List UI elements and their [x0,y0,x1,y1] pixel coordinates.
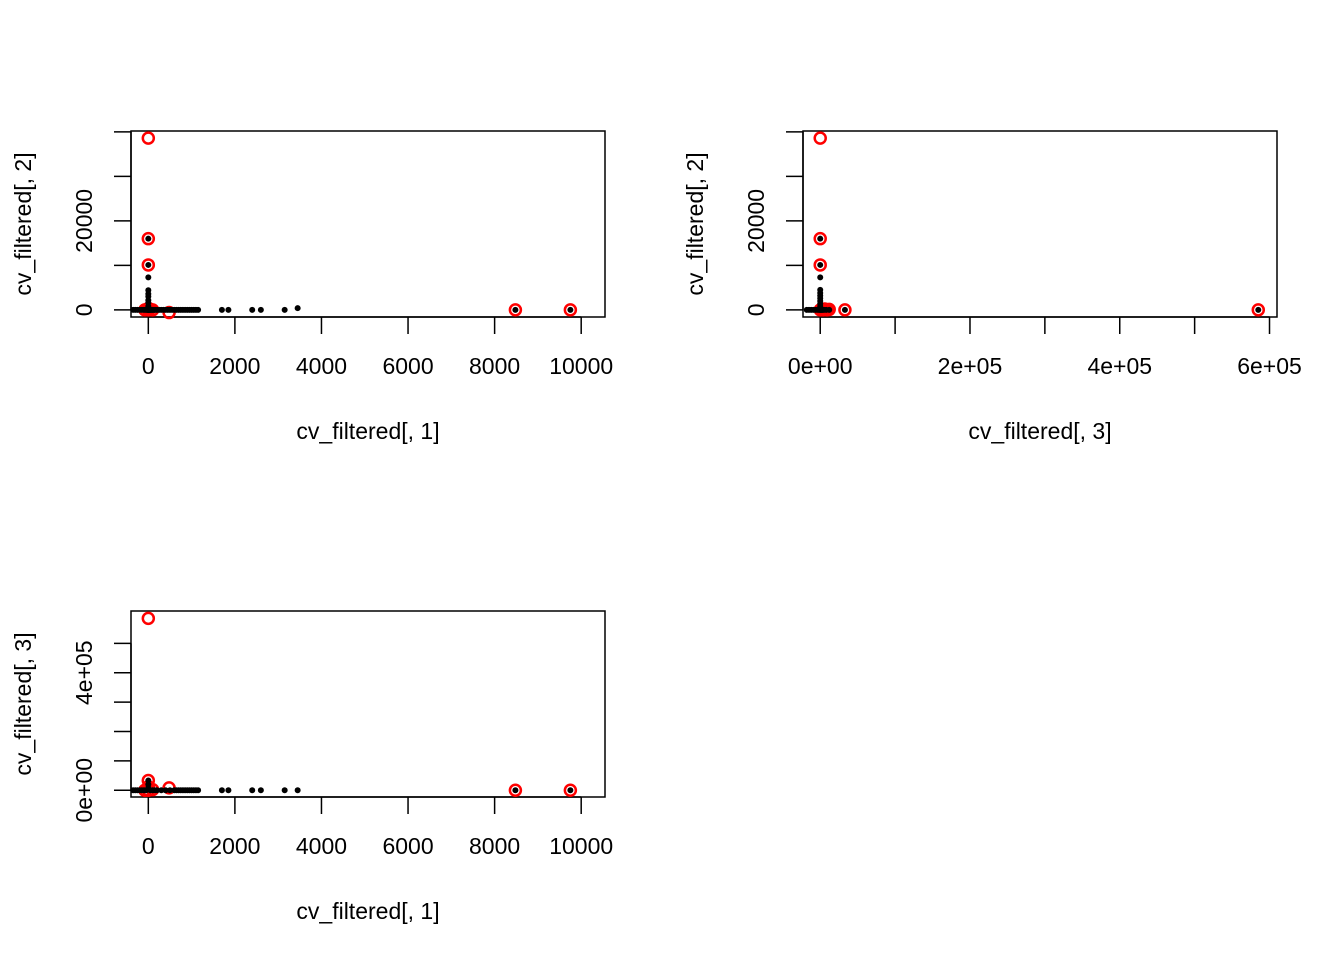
y-axis-label: cv_filtered[, 2] [10,152,36,295]
x-tick-label: 10000 [549,833,613,859]
data-point [218,306,225,313]
highlight-marker [813,131,827,145]
data-point [817,235,824,242]
data-point [817,261,824,268]
data-point [145,261,152,268]
plot-box [802,130,1278,318]
data-point [817,274,824,281]
data-point [145,287,152,294]
y-tick-label: 4e+05 [71,640,97,705]
data-point [257,787,264,794]
x-tick-label: 0 [142,833,155,859]
data-point [567,306,574,313]
x-axis-label: cv_filtered[, 3] [968,418,1111,444]
x-tick-label: 6e+05 [1237,353,1302,379]
x-tick-label: 4e+05 [1087,353,1152,379]
highlight-marker [1251,303,1266,317]
x-axis: 0 2000 4000 6000 8000 10000 [142,796,613,859]
highlight-marker [563,783,578,797]
highlight-marker [141,131,156,145]
y-tick-label: 0 [743,303,769,316]
x-axis: 0e+00 2e+05 4e+05 6e+05 [788,316,1302,379]
y-tick-label: 20000 [743,189,769,253]
y-tick-label: 0e+00 [71,758,97,823]
data-point [158,787,165,794]
highlight-marker [838,303,852,317]
highlight-marker [813,231,827,246]
y-axis: 0e+00 4e+05 [71,640,132,823]
data-point [195,306,202,313]
highlight-marker [563,303,578,317]
x-tick-label: 4000 [296,353,347,379]
data-point [281,787,288,794]
plot-box [130,610,606,798]
y-tick-label: 20000 [71,189,97,253]
x-tick-label: 2e+05 [938,353,1003,379]
highlight-marker [508,783,523,797]
data-point [257,306,264,313]
x-tick-label: 4000 [296,833,347,859]
x-tick-label: 10000 [549,353,613,379]
points [803,131,1266,317]
data-point [294,305,301,312]
data-point [249,787,256,794]
highlight-marker [141,258,156,272]
x-axis-label: cv_filtered[, 1] [296,898,439,924]
y-tick-label: 0 [71,303,97,316]
data-point [1255,306,1262,313]
data-point [826,306,833,313]
panel-2: 0 20000 0e+00 2e+05 4e+05 6e+05 cv_filtered[… [682,130,1302,444]
data-point [145,274,152,281]
x-tick-label: 0e+00 [788,353,853,379]
x-tick-label: 0 [142,353,155,379]
data-point [225,306,232,313]
data-point [294,787,301,794]
x-tick-label: 8000 [469,353,520,379]
points [130,131,578,320]
x-axis: 0 2000 4000 6000 8000 10000 [142,316,613,379]
data-point [512,787,519,794]
data-point [153,787,160,794]
highlight-marker [141,611,156,626]
x-tick-label: 6000 [382,353,433,379]
y-axis-label: cv_filtered[, 3] [10,632,36,775]
panel-3: 0e+00 4e+05 0 2000 4000 6000 8000 10000 cv_fil… [10,610,613,924]
y-axis: 0 20000 [71,131,132,316]
data-point [145,777,152,784]
data-point [162,787,169,794]
data-point [218,787,225,794]
data-point [225,787,232,794]
highlight-marker [141,231,156,246]
data-point [249,306,256,313]
plot-box [130,130,606,318]
highlight-marker [508,303,523,317]
data-point [281,306,288,313]
y-axis: 0 20000 [743,131,804,316]
highlight-marker [813,258,827,272]
data-point [145,235,152,242]
x-tick-label: 8000 [469,833,520,859]
x-axis-label: cv_filtered[, 1] [296,418,439,444]
data-point [567,787,574,794]
panel-1: 0 20000 0 2000 4000 6000 8000 10000 cv_filtere… [10,130,613,444]
data-point [841,306,848,313]
x-tick-label: 2000 [209,353,260,379]
data-point [195,787,202,794]
x-tick-label: 2000 [209,833,260,859]
data-point [512,306,519,313]
x-tick-label: 6000 [382,833,433,859]
data-point [817,286,824,293]
points [130,611,578,797]
data-point [166,787,173,794]
y-axis-label: cv_filtered[, 2] [682,152,708,295]
